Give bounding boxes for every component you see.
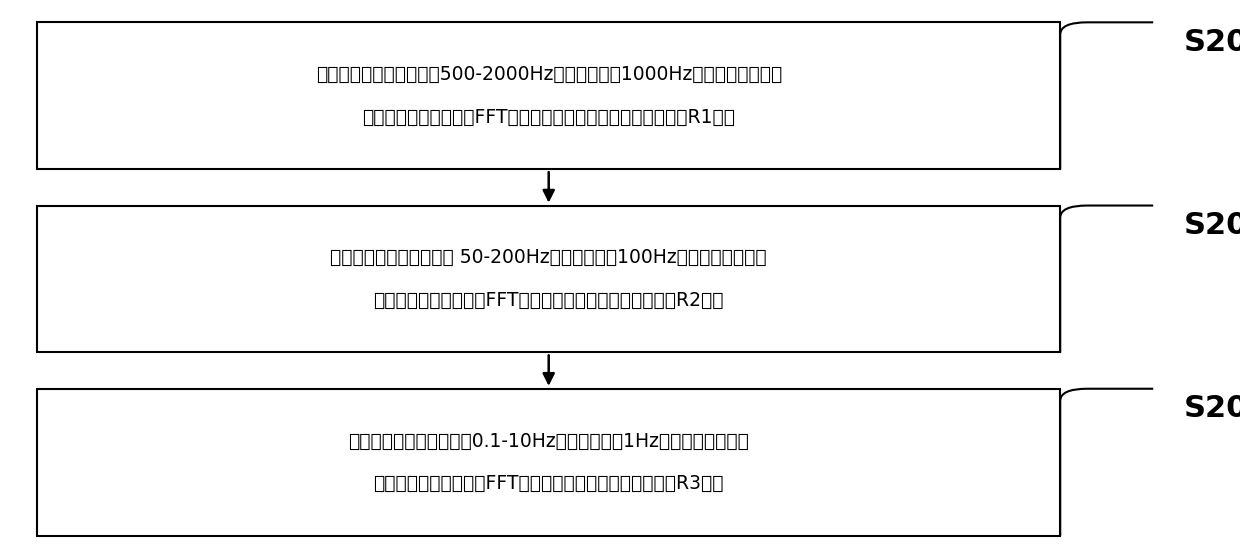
FancyBboxPatch shape [37, 205, 1060, 353]
Text: 信号发生单元发出范围为0.1-10Hz的信号，优选1Hz；经过采集信号，: 信号发生单元发出范围为0.1-10Hz的信号，优选1Hz；经过采集信号， [348, 431, 749, 450]
FancyBboxPatch shape [37, 389, 1060, 536]
Text: 通过快速傅里叶变换（FFT）进行信号处理，分析燃料电池内阻R1的值: 通过快速傅里叶变换（FFT）进行信号处理，分析燃料电池内阻R1的值 [362, 108, 735, 127]
Text: 通过快速傅里叶变换（FFT）进行信号处理，分析燃料电池R3的值: 通过快速傅里叶变换（FFT）进行信号处理，分析燃料电池R3的值 [373, 474, 724, 493]
Text: 信号发生单元发出范围为500-2000Hz的信号，优选1000Hz；经过采集信号，: 信号发生单元发出范围为500-2000Hz的信号，优选1000Hz；经过采集信号… [315, 65, 782, 84]
Text: S201: S201 [1184, 28, 1240, 57]
Text: 信号发生单元发出范围为 50-200Hz的信号，优选100Hz；经过采集信号，: 信号发生单元发出范围为 50-200Hz的信号，优选100Hz；经过采集信号， [330, 248, 768, 267]
Text: S202: S202 [1184, 211, 1240, 240]
Text: S203: S203 [1184, 395, 1240, 424]
FancyBboxPatch shape [37, 22, 1060, 169]
Text: 通过快速傅里叶变换（FFT）进行信号处理，分析燃料电池R2的值: 通过快速傅里叶变换（FFT）进行信号处理，分析燃料电池R2的值 [373, 291, 724, 310]
